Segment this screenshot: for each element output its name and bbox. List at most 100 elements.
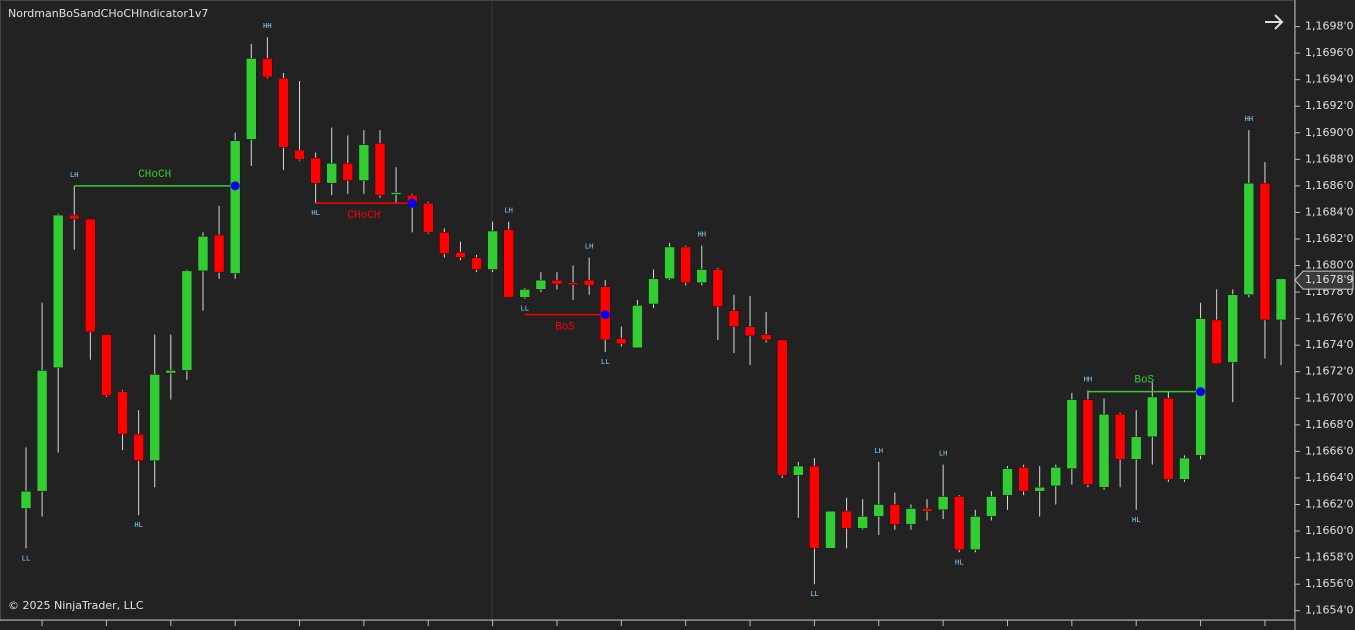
collapse-arrow[interactable] [1265, 14, 1284, 30]
candle-body [36, 370, 48, 492]
break-dot [407, 198, 417, 208]
candle-body [1098, 413, 1110, 488]
y-tick-label: 1,1682'0 [1305, 232, 1354, 245]
candle-body [825, 510, 836, 549]
candle-body [471, 257, 482, 270]
candle-body [342, 163, 354, 181]
pivot-label: HL [1132, 516, 1140, 524]
candle-body [358, 144, 370, 181]
candle-body [841, 510, 852, 529]
y-tick-label: 1,1698'0 [1305, 20, 1354, 33]
y-tick-label: 1,1694'0 [1305, 73, 1354, 86]
candle-body [1227, 294, 1238, 363]
pivot-label: HH [1084, 375, 1092, 383]
pivot-label: HL [134, 521, 142, 529]
y-tick-label: 1,1664'0 [1305, 471, 1354, 484]
y-tick-label: 1,1668'0 [1305, 418, 1354, 431]
candle-body [101, 334, 112, 396]
pivot-label: LH [70, 171, 78, 179]
candle-body [793, 465, 804, 476]
pivot-label: LH [585, 243, 593, 251]
y-tick-label: 1,1666'0 [1305, 444, 1354, 457]
candle-body [648, 278, 659, 305]
candle-body [1179, 457, 1190, 480]
candle-body [503, 229, 514, 298]
candle-body [85, 218, 96, 333]
candle-body [1018, 467, 1029, 492]
candle-body [1034, 486, 1045, 492]
candle-body [20, 490, 32, 509]
pivot-label: HH [1245, 115, 1253, 123]
candle-body [776, 339, 788, 476]
pivot-label: HH [698, 231, 706, 239]
candle-body [616, 338, 627, 345]
candle-body [197, 236, 209, 272]
candle-body [1163, 398, 1174, 480]
candle-body [519, 289, 531, 298]
candle-body [1275, 278, 1287, 321]
candle-body [760, 334, 772, 341]
candle-body [1002, 468, 1013, 496]
candle-body [809, 465, 820, 549]
y-tick-label: 1,1672'0 [1305, 365, 1354, 378]
candle-body [1082, 399, 1094, 485]
candle-body [149, 374, 160, 461]
candle-body [1243, 182, 1255, 295]
y-tick-label: 1,1656'0 [1305, 577, 1354, 590]
candle-body [1211, 319, 1222, 365]
candle-body [374, 143, 386, 196]
pivot-label: LH [504, 207, 512, 215]
y-tick-label: 1,1670'0 [1305, 391, 1354, 404]
candle-body [1259, 182, 1271, 321]
candle-body [712, 269, 724, 307]
break-dot [600, 310, 610, 320]
arrow-head[interactable] [1274, 14, 1284, 30]
candle-body [326, 163, 337, 184]
candle-body [1114, 413, 1126, 460]
candle-body [873, 504, 885, 517]
candle-body [680, 246, 691, 284]
pivot-label: LL [521, 305, 529, 313]
candle-body [310, 157, 321, 184]
structure-label: CHoCH [138, 169, 171, 181]
candle-body [986, 496, 997, 517]
pivot-label: HL [311, 209, 319, 217]
y-tick-label: 1,1676'0 [1305, 312, 1354, 325]
candle-body [181, 270, 193, 371]
candle-body [262, 58, 273, 78]
pivot-label: LL [810, 590, 818, 598]
y-tick-label: 1,1690'0 [1305, 126, 1354, 139]
candle-body [551, 279, 563, 285]
candle-body [889, 504, 901, 525]
y-tick-label: 1,1692'0 [1305, 99, 1354, 112]
candle-body [117, 391, 128, 435]
candle-body [213, 234, 225, 273]
y-tick-label: 1,1686'0 [1305, 179, 1354, 192]
last-price-box [1294, 270, 1354, 290]
y-tick-label: 1,1684'0 [1305, 205, 1354, 218]
y-tick-label: 1,1674'0 [1305, 338, 1354, 351]
pivot-label: HH [263, 22, 271, 30]
candle-body [390, 192, 402, 195]
candle-body [246, 58, 257, 140]
candle-body [1147, 396, 1158, 438]
y-tick-label: 1,1680'0 [1305, 259, 1354, 272]
candle-body [133, 433, 144, 461]
candle-body [165, 370, 177, 374]
chart-title: NordmanBoSandCHoCHIndicator1v7 [8, 7, 208, 20]
y-tick-label: 1,1660'0 [1305, 524, 1354, 537]
pivot-label: HL [955, 558, 963, 566]
y-tick-label: 1,1658'0 [1305, 551, 1354, 564]
candle-body [229, 140, 241, 274]
pivot-label: LL [601, 358, 609, 366]
y-tick-label: 1,1696'0 [1305, 46, 1354, 59]
y-tick-label: 1,1654'0 [1305, 604, 1354, 617]
candle-body [1050, 467, 1062, 487]
candle-body [728, 310, 740, 327]
break-dot [1196, 387, 1206, 397]
candle-body [567, 282, 579, 286]
candle-body [1066, 399, 1078, 469]
candle-body [632, 305, 643, 349]
